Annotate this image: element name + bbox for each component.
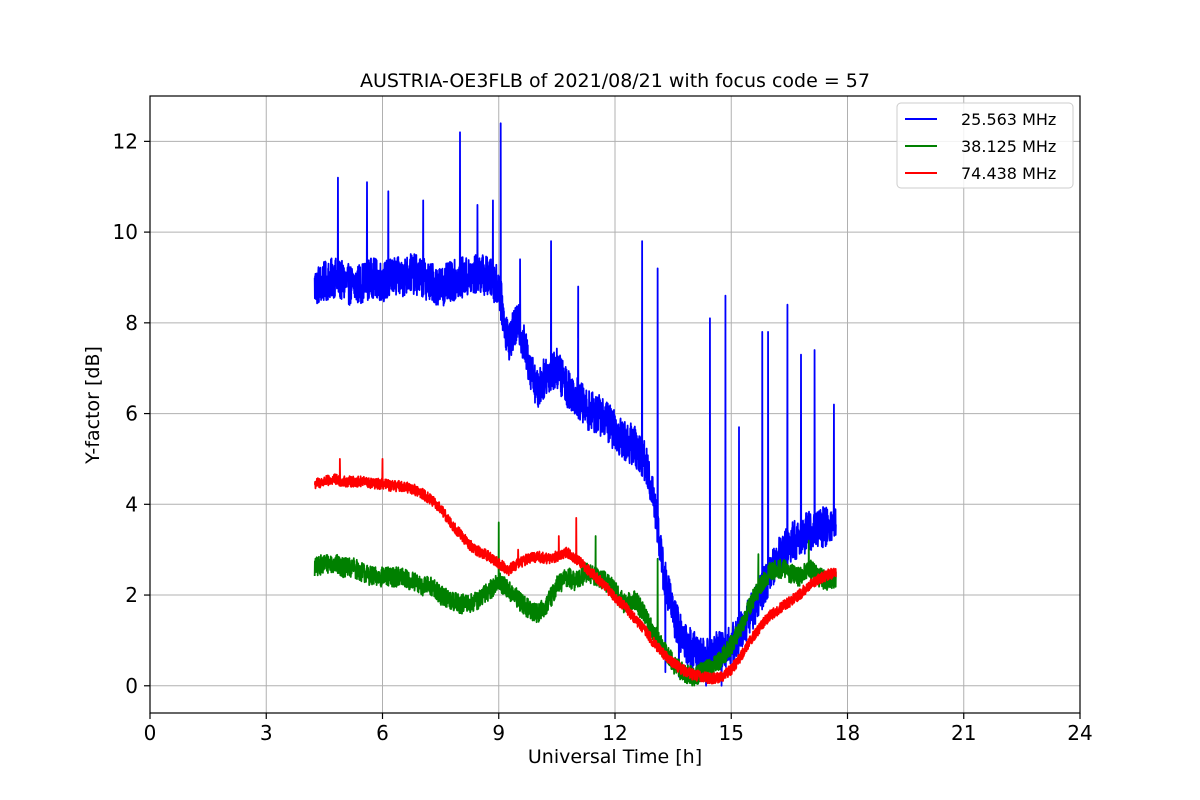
y-tick-label: 4 [125,492,138,516]
x-tick-label: 12 [602,721,627,745]
legend-box [896,102,1074,189]
y-tick-label: 2 [125,583,138,607]
series-line-3 [313,458,837,685]
x-axis: 0 3 6 9 12 15 18 21 24 [144,713,1093,745]
y-tick-label: 12 [113,129,138,153]
y-tick-label: 6 [125,402,138,426]
x-tick-label: 21 [951,721,976,745]
x-tick-label: 9 [492,721,505,745]
legend-label: 25.563 MHz [961,110,1056,129]
x-tick-label: 18 [835,721,860,745]
x-axis-label: Universal Time [h] [528,746,702,768]
y-tick-label: 8 [125,311,138,335]
chart-title: AUSTRIA-OE3FLB of 2021/08/21 with focus … [360,70,870,92]
x-tick-label: 24 [1067,721,1092,745]
y-tick-label: 0 [125,674,138,698]
y-axis-label: Y-factor [dB] [82,346,104,465]
legend-label: 74.438 MHz [961,164,1056,183]
plot-area [313,122,837,687]
legend-label: 38.125 MHz [961,137,1056,156]
series-line-1 [313,122,837,687]
series-line-2 [313,521,837,687]
y-axis: 0 2 4 6 8 10 12 [113,129,150,698]
x-tick-label: 3 [260,721,273,745]
x-tick-label: 15 [719,721,744,745]
y-tick-label: 10 [113,220,138,244]
x-tick-label: 6 [376,721,389,745]
x-tick-label: 0 [144,721,157,745]
legend: 25.563 MHz 38.125 MHz 74.438 MHz [896,102,1074,189]
